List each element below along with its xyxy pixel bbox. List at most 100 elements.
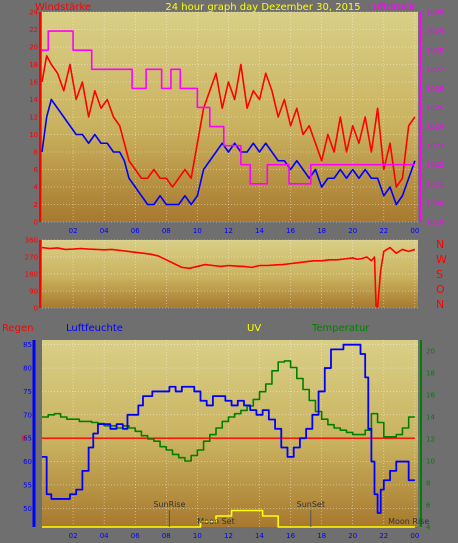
wind-axis-tick-label: 22 xyxy=(29,26,38,34)
astro-annotation: Moon Rise xyxy=(388,517,429,526)
astro-annotation: Moon Set xyxy=(197,517,234,526)
climate-plot-area xyxy=(42,340,418,527)
pressure-axis-tick-label: 1028 xyxy=(426,47,444,55)
wind-axis-tick-label: 20 xyxy=(29,44,38,52)
time-axis-tick-label: 18 xyxy=(317,227,326,235)
compass-direction-label: N xyxy=(436,298,444,311)
astro-annotation: SunRise xyxy=(153,500,185,509)
header-right-label: Luftdruck xyxy=(368,2,415,13)
wind-direction-series xyxy=(41,246,416,308)
humidity-axis-tick-label: 65 xyxy=(23,435,32,443)
humidity-label: Luftfeuchte xyxy=(66,323,123,334)
pressure-axis-tick-label: 1029 xyxy=(426,28,444,36)
wind-gust-line xyxy=(41,54,416,188)
humidity-axis-tick-label: 85 xyxy=(23,341,32,349)
time-axis-tick-label: 16 xyxy=(286,227,295,235)
temperature-label: Temperatur xyxy=(311,323,370,334)
direction-axis-tick-label: 180 xyxy=(25,271,38,279)
wind-axis-tick-label: 8 xyxy=(34,149,38,157)
direction-axis-tick-label: 360 xyxy=(25,237,38,245)
time-axis-tick-label: 08 xyxy=(162,227,171,235)
time-axis-tick-label: 02 xyxy=(69,227,78,235)
pressure-axis-tick-label: 1027 xyxy=(426,66,444,74)
compass-direction-label: O xyxy=(436,283,445,296)
wind-direction-grid xyxy=(42,239,418,309)
climate-time-tick-label: 00 xyxy=(410,532,419,540)
humidity-axis-tick-label: 55 xyxy=(23,481,32,489)
pressure-axis-tick-label: 1030 xyxy=(426,9,444,17)
direction-axis-tick-label: 0 xyxy=(34,305,38,313)
uv-line xyxy=(42,509,415,528)
temperature-axis-tick-label: 8 xyxy=(426,480,430,488)
time-axis-tick-label: 10 xyxy=(193,227,202,235)
time-axis-tick-label: 12 xyxy=(224,227,233,235)
climate-time-tick-label: 14 xyxy=(255,532,264,540)
pressure-axis-tick-label: 1024 xyxy=(426,123,444,131)
time-axis-tick-label: 06 xyxy=(131,227,140,235)
wind-direction-line xyxy=(41,246,416,308)
climate-time-tick-label: 06 xyxy=(131,532,140,540)
climate-series xyxy=(42,343,415,528)
pressure-axis-tick-label: 1025 xyxy=(426,104,444,112)
wind-axis-tick-label: 2 xyxy=(34,201,38,209)
wind-axis-tick-label: 16 xyxy=(29,79,38,87)
climate-time-tick-label: 12 xyxy=(224,532,233,540)
compass-direction-label: N xyxy=(436,238,444,251)
climate-time-tick-label: 22 xyxy=(379,532,388,540)
header-left-label: Windstärke xyxy=(35,2,91,13)
wind-pressure-plot-area xyxy=(42,12,418,222)
temperature-axis-tick-label: 12 xyxy=(426,436,435,444)
temperature-axis-tick-label: 6 xyxy=(426,502,431,510)
climate-time-tick-label: 10 xyxy=(193,532,202,540)
humidity-axis-tick-label: 80 xyxy=(23,365,32,373)
time-axis-tick-label: 20 xyxy=(348,227,357,235)
time-axis-tick-label: 14 xyxy=(255,227,264,235)
climate-time-tick-label: 02 xyxy=(69,532,78,540)
climate-time-tick-label: 04 xyxy=(100,532,109,540)
wind-pressure-series xyxy=(41,30,416,206)
uv-label: UV xyxy=(247,323,261,334)
temperature-axis-tick-label: 4 xyxy=(426,524,431,532)
wind-axis-tick-label: 6 xyxy=(34,166,39,174)
humidity-axis-tick-label: 60 xyxy=(23,458,32,466)
humidity-axis-tick-label: 75 xyxy=(23,388,32,396)
time-axis-tick-label: 04 xyxy=(100,227,109,235)
wind-axis-tick-label: 4 xyxy=(34,184,39,192)
climate-time-tick-label: 20 xyxy=(348,532,357,540)
climate-time-tick-label: 16 xyxy=(286,532,295,540)
rain-label: Regen xyxy=(2,323,34,334)
pressure-axis-tick-label: 1026 xyxy=(426,85,444,93)
wind-direction-plot-area xyxy=(42,240,418,308)
time-axis-tick-label: 22 xyxy=(379,227,388,235)
direction-axis-tick-label: 90 xyxy=(29,288,38,296)
humidity-line xyxy=(42,343,415,514)
wind-axis-tick-label: 14 xyxy=(29,96,38,104)
climate-time-tick-label: 08 xyxy=(162,532,171,540)
pressure-line xyxy=(42,30,415,185)
humidity-axis-tick-label: 50 xyxy=(23,505,32,513)
pressure-axis-tick-label: 1021 xyxy=(426,180,444,188)
pressure-axis-tick-label: 1019 xyxy=(426,219,444,227)
humidity-axis-tick-label: 70 xyxy=(23,411,32,419)
wind-pressure-grid xyxy=(42,11,418,223)
temperature-axis-tick-label: 14 xyxy=(426,414,435,422)
temperature-axis-tick-label: 10 xyxy=(426,458,435,466)
chart-title: 24 hour graph day Dezember 30, 2015 xyxy=(165,2,360,13)
wind-axis-tick-label: 0 xyxy=(34,219,38,227)
pressure-axis-tick-label: 1022 xyxy=(426,161,444,169)
wind-axis-tick-label: 18 xyxy=(29,61,38,69)
wind-average-line xyxy=(41,98,416,206)
temperature-axis-tick-label: 16 xyxy=(426,392,435,400)
pressure-axis-tick-label: 1020 xyxy=(426,199,444,207)
wind-axis-tick-label: 10 xyxy=(29,131,38,139)
astro-annotation: SunSet xyxy=(297,500,325,509)
rain-axis-tick-label: 0 xyxy=(22,435,26,443)
wind-axis-tick-label: 12 xyxy=(29,114,38,122)
direction-axis-tick-label: 270 xyxy=(25,254,38,262)
climate-axes: 50 55 60 65 70 75 80 85 4 6 8 10 12 14 16 18 20 02 04 06 08 1… xyxy=(22,340,435,540)
compass-direction-label: W xyxy=(436,253,447,266)
